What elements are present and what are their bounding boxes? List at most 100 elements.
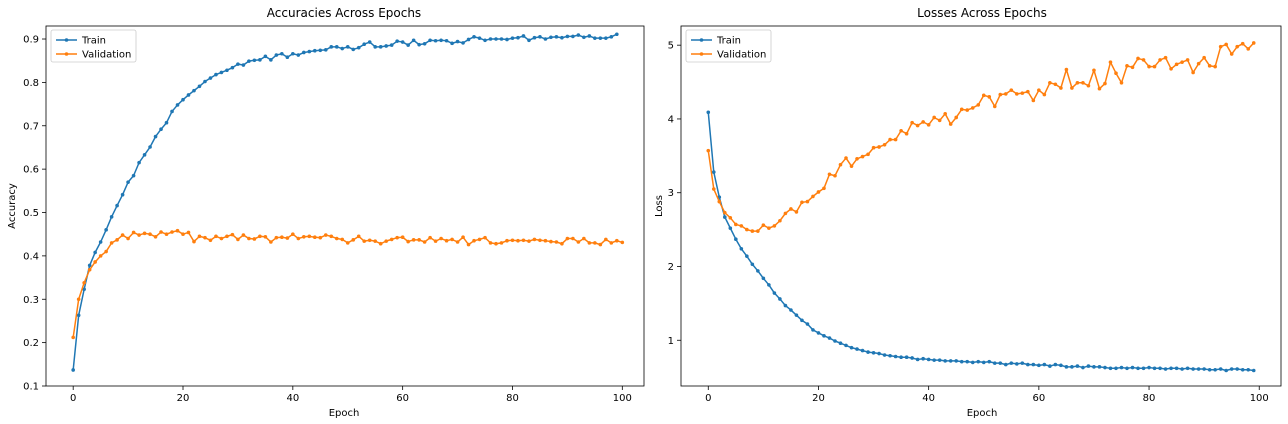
loss-validation-point: [877, 145, 881, 149]
loss-validation-point: [882, 142, 887, 147]
accuracy-validation-point: [104, 249, 108, 254]
accuracy-validation-point: [131, 230, 136, 235]
accuracy-validation-point: [307, 234, 312, 239]
accuracy-validation-point: [417, 238, 421, 242]
loss-validation-point: [750, 229, 755, 233]
accuracy-validation-point: [120, 233, 125, 237]
loss-train-point: [1048, 364, 1052, 368]
accuracy-validation-point: [247, 236, 251, 241]
loss-train-point: [1191, 367, 1195, 371]
loss-train-point: [811, 328, 815, 332]
accuracy-train-point: [593, 36, 597, 40]
accuracy-validation-point: [203, 235, 207, 240]
accuracy-validation-point: [466, 242, 471, 247]
loss-validation-point: [943, 111, 947, 116]
loss-validation-point: [711, 187, 716, 191]
accuracy-validation-point: [318, 235, 323, 240]
loss-validation-point: [800, 200, 804, 205]
accuracy-train-point: [137, 160, 141, 165]
accuracy-validation-point: [208, 238, 213, 243]
loss-train-point: [888, 353, 892, 358]
loss-train-point: [761, 276, 766, 281]
loss-train-point: [1136, 366, 1140, 371]
accuracy-validation-point: [455, 240, 460, 244]
accuracy-validation-point: [258, 234, 262, 239]
loss-train-point: [728, 226, 733, 230]
accuracy-train-point: [280, 51, 284, 56]
accuracy-legend-marker: [64, 38, 69, 42]
accuracy-plot-area: 0 20 40 60 80 100 0.1 0.2 0.3 0.4 0.5 0.6 0.7 0.8 0.9 T…: [23, 25, 645, 404]
accuracy-validation-point: [532, 237, 537, 242]
accuracy-validation-point: [389, 237, 394, 242]
loss-train-point: [783, 303, 788, 308]
accuracy-train-point: [521, 34, 526, 38]
loss-xtick-label: 40: [922, 393, 935, 404]
loss-validation-point: [998, 92, 1003, 97]
loss-train-point: [1059, 363, 1063, 368]
accuracy-validation-point: [450, 237, 454, 242]
accuracy-validation-point: [285, 236, 290, 240]
accuracy-train-point: [269, 58, 273, 62]
loss-train-point: [1202, 367, 1206, 371]
accuracy-validation-point: [87, 267, 92, 272]
loss-validation-point: [970, 106, 975, 110]
loss-validation-point: [1119, 81, 1124, 85]
accuracy-train-point: [510, 36, 515, 40]
accuracy-train-point: [296, 53, 301, 57]
loss-validation-point: [1003, 92, 1008, 96]
accuracy-train-point: [582, 35, 586, 40]
loss-validation-point: [1026, 89, 1030, 94]
loss-validation-point: [1064, 67, 1069, 72]
loss-validation-point: [767, 226, 771, 230]
accuracy-validation-point: [252, 237, 257, 241]
loss-train-point: [1103, 365, 1107, 370]
loss-validation-point: [1092, 68, 1096, 73]
accuracy-validation-point: [538, 238, 542, 243]
accuracy-train-point: [87, 263, 92, 268]
accuracy-train-point: [543, 37, 548, 41]
loss-legend-marker: [699, 38, 704, 42]
loss-validation-point: [1174, 62, 1179, 67]
loss-validation-point: [756, 229, 760, 233]
accuracy-train-point: [131, 173, 136, 178]
accuracy-train-point: [450, 41, 454, 46]
accuracy-train-point: [609, 35, 614, 39]
accuracy-validation-point: [93, 260, 97, 264]
accuracy-train-point: [203, 79, 207, 84]
loss-train-point: [1097, 365, 1102, 369]
loss-train-point: [711, 170, 716, 174]
loss-validation-point: [739, 224, 744, 228]
loss-validation-point: [761, 223, 766, 227]
accuracy-train-point: [587, 34, 592, 38]
accuracy-validation-point: [422, 240, 427, 244]
accuracy-validation-point: [373, 239, 378, 243]
accuracy-train-point: [571, 34, 575, 39]
accuracy-validation-point: [620, 240, 625, 245]
loss-train-point: [1185, 366, 1190, 371]
accuracy-validation-point: [153, 235, 158, 239]
loss-train-point: [910, 356, 914, 360]
accuracy-validation-point: [186, 230, 191, 235]
accuracy-train-point: [598, 36, 603, 40]
loss-ytick-label: 3: [668, 188, 674, 199]
accuracy-validation-point: [192, 239, 196, 244]
loss-train-point: [822, 334, 826, 338]
loss-validation-point: [723, 210, 727, 215]
loss-chart-xlabel: Epoch: [967, 408, 998, 419]
loss-train-point: [1141, 366, 1146, 371]
accuracy-validation-line: [72, 229, 623, 338]
accuracy-xtick-label: 80: [506, 393, 519, 404]
loss-train-point: [992, 361, 997, 365]
accuracy-xtick-label: 0: [70, 393, 76, 404]
accuracy-validation-point: [170, 230, 174, 234]
loss-train-point: [1081, 365, 1085, 370]
accuracy-validation-point: [395, 235, 399, 240]
loss-train-point: [789, 308, 793, 312]
accuracy-train-point: [538, 35, 542, 39]
accuracy-ytick-label: 0.5: [23, 208, 39, 219]
accuracy-ytick-label: 0.1: [23, 382, 39, 393]
accuracy-train-point: [334, 45, 339, 49]
loss-xtick-label: 100: [1250, 393, 1269, 404]
loss-validation-point: [706, 148, 711, 153]
loss-validation-point: [1042, 92, 1047, 97]
